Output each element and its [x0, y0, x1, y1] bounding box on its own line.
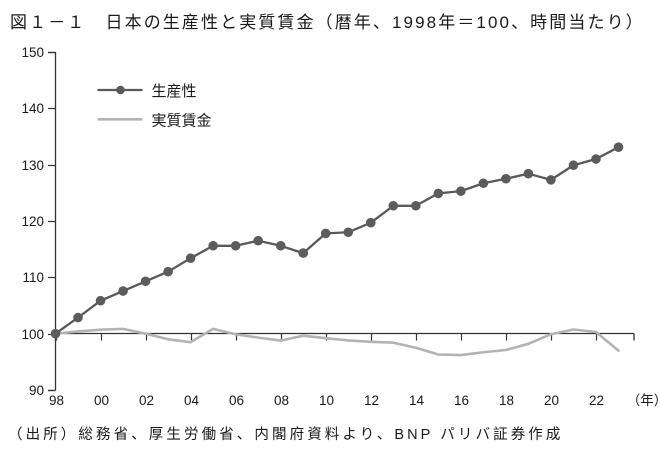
svg-text:130: 130	[21, 158, 44, 173]
svg-text:98: 98	[49, 393, 64, 408]
svg-text:実質賃金: 実質賃金	[152, 111, 212, 129]
svg-text:00: 00	[94, 393, 109, 408]
svg-text:08: 08	[274, 393, 289, 408]
svg-text:120: 120	[21, 214, 44, 229]
svg-text:18: 18	[499, 393, 514, 408]
svg-text:02: 02	[139, 393, 154, 408]
svg-text:140: 140	[21, 101, 44, 116]
svg-text:12: 12	[364, 393, 379, 408]
svg-text:16: 16	[454, 393, 469, 408]
svg-text:14: 14	[409, 393, 425, 408]
svg-text:22: 22	[589, 393, 604, 408]
svg-text:（年）: （年）	[627, 393, 660, 408]
svg-text:90: 90	[29, 383, 44, 398]
svg-text:150: 150	[21, 45, 44, 60]
svg-text:生産性: 生産性	[152, 83, 197, 100]
svg-text:04: 04	[184, 393, 200, 408]
svg-text:100: 100	[21, 327, 44, 342]
svg-text:110: 110	[22, 270, 44, 285]
svg-text:06: 06	[229, 393, 244, 408]
svg-text:10: 10	[319, 393, 334, 408]
svg-text:20: 20	[544, 393, 559, 408]
